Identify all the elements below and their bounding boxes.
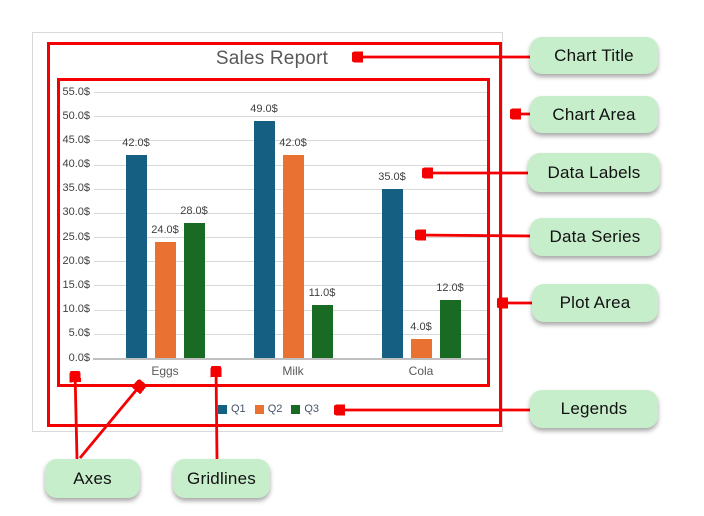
gridline: [94, 140, 487, 142]
x-category-label: Eggs: [151, 364, 179, 378]
bar-q2-eggs: [154, 241, 176, 358]
y-axis-tick-label: 5.0$: [68, 327, 90, 340]
y-axis-tick-label: 45.0$: [62, 133, 90, 146]
x-axis-line: [93, 358, 487, 360]
bar-q1-milk: [253, 121, 275, 358]
data-label: 35.0$: [378, 170, 406, 183]
callout-chart-area: Chart Area: [530, 96, 658, 133]
legend-swatch-q3: [291, 404, 301, 414]
bar-q3-eggs: [183, 222, 205, 358]
data-label: 42.0$: [122, 136, 150, 149]
y-axis-tick-label: 0.0$: [68, 351, 90, 364]
y-axis-tick-label: 20.0$: [62, 254, 90, 267]
legend-item-q2: Q2: [254, 403, 283, 415]
legend-label: Q1: [231, 403, 246, 415]
chart-title: Sales Report: [215, 48, 329, 69]
x-category-label: Cola: [408, 364, 434, 378]
y-axis-tick-label: 15.0$: [62, 278, 90, 291]
bar-q1-cola: [381, 188, 403, 358]
callout-chart-title: Chart Title: [530, 37, 658, 74]
callout-axes: Axes: [45, 459, 140, 498]
gridline: [94, 92, 487, 93]
legend-item-q1: Q1: [218, 403, 246, 415]
y-axis-tick-label: 55.0$: [62, 85, 90, 98]
bar-q2-cola: [410, 338, 432, 358]
bar-q1-eggs: [125, 154, 147, 358]
y-axis-tick-label: 35.0$: [62, 182, 90, 195]
y-axis-tick-label: 40.0$: [62, 158, 90, 171]
callout-data-series: Data Series: [530, 218, 660, 256]
legend-swatch-q2: [254, 404, 264, 414]
y-axis-tick-label: 25.0$: [62, 230, 90, 243]
callout-gridlines: Gridlines: [173, 459, 270, 498]
legend-label: Q2: [267, 403, 283, 415]
gridline: [94, 116, 487, 118]
y-axis-tick-label: 30.0$: [62, 206, 90, 219]
y-axis-tick-label: 50.0$: [62, 109, 90, 122]
data-label: 11.0$: [308, 286, 336, 299]
plot-area-outline: [57, 78, 490, 387]
legend-label: Q3: [304, 403, 320, 415]
legend-item-q3: Q3: [291, 403, 319, 415]
bar-q3-cola: [439, 299, 461, 358]
callout-plot-area: Plot Area: [532, 284, 658, 322]
callout-data-labels: Data Labels: [528, 153, 660, 192]
bar-q2-milk: [282, 154, 304, 358]
y-axis-tick-label: 10.0$: [62, 303, 90, 316]
data-label: 4.0$: [410, 320, 432, 333]
data-label: 12.0$: [436, 281, 464, 294]
data-label: 28.0$: [180, 204, 208, 217]
legend-swatch-q1: [218, 404, 227, 414]
data-label: 49.0$: [250, 103, 278, 116]
bar-q3-milk: [311, 304, 333, 358]
callout-legends: Legends: [530, 390, 658, 428]
chart-legend: Q1 Q2 Q3: [218, 403, 319, 415]
x-category-label: Milk: [282, 364, 304, 378]
data-label: 42.0$: [279, 136, 307, 149]
data-label: 24.0$: [151, 223, 179, 236]
